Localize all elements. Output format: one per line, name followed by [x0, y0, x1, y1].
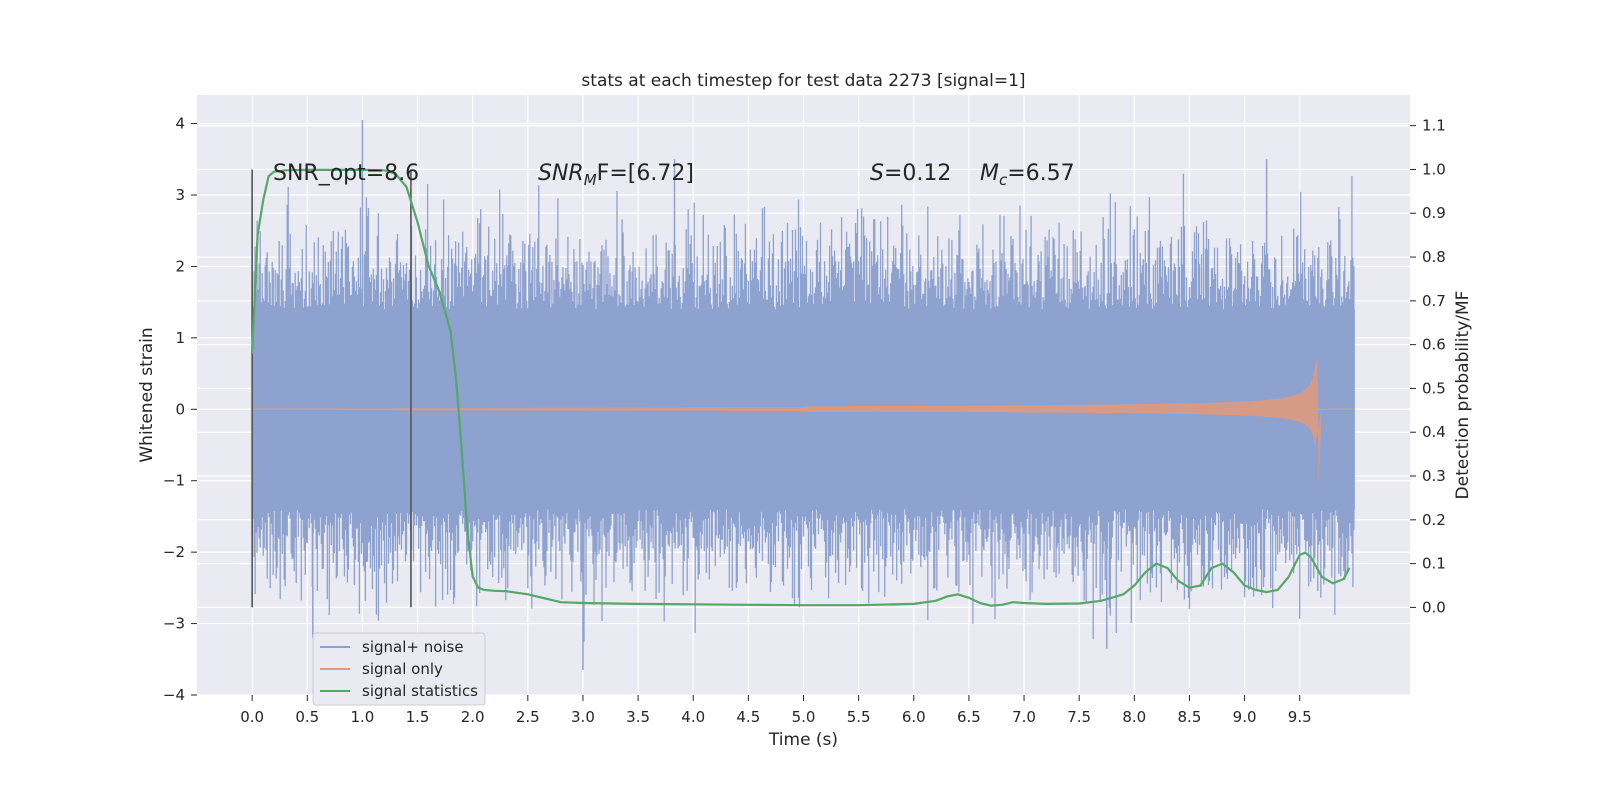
x-tick-label: 3.0	[571, 708, 595, 726]
y-right-tick-label: 0.3	[1422, 467, 1446, 485]
x-tick-label: 4.5	[736, 708, 760, 726]
legend-box	[312, 632, 486, 706]
x-tick-label: 0.0	[240, 708, 264, 726]
x-tick-label: 4.0	[681, 708, 705, 726]
x-tick-label: 6.0	[902, 708, 926, 726]
annotation-mc: Mc=6.57	[980, 161, 1075, 189]
y-right-tick-label: 0.7	[1422, 292, 1446, 310]
x-tick-label: 9.5	[1288, 708, 1312, 726]
x-tick-label: 5.5	[847, 708, 871, 726]
x-tick-label: 5.0	[792, 708, 816, 726]
x-tick-label: 8.5	[1178, 708, 1202, 726]
chart-title: stats at each timestep for test data 227…	[581, 71, 1025, 91]
x-tick-label: 0.5	[295, 708, 319, 726]
y-left-tick-label: 2	[175, 257, 185, 275]
x-tick-label: 2.5	[516, 708, 540, 726]
y-left-tick-label: −1	[163, 472, 185, 490]
s-label: S	[870, 161, 884, 186]
snr-mf-rest: F=[6.72]	[597, 161, 694, 186]
y-right-tick-label: 0.2	[1422, 511, 1446, 529]
vertical-markers	[251, 169, 412, 608]
mc-label: M	[980, 161, 999, 186]
series-signal-statistics	[251, 168, 1351, 607]
y-right-tick-label: 0.1	[1422, 555, 1446, 573]
y-left-tick-label: −3	[163, 615, 185, 633]
y-right-tick-label: 0.4	[1422, 423, 1446, 441]
series-signal-only	[252, 359, 1355, 485]
y-left-tick-label: 4	[175, 115, 185, 133]
x-tick-label: 9.0	[1233, 708, 1257, 726]
y-right-tick-label: 0.9	[1422, 204, 1446, 222]
annotation-s: S=0.12	[870, 161, 951, 186]
y-left-axis-ticks: 4 3 2 1 0 −1 −2 −3 −4	[163, 115, 197, 704]
x-tick-label: 7.0	[1012, 708, 1036, 726]
y-right-axis-label: Detection probability/MF	[1453, 291, 1473, 500]
y-right-tick-label: 0.5	[1422, 379, 1446, 397]
statistics-line	[251, 168, 1351, 607]
x-tick-label: 3.5	[626, 708, 650, 726]
mc-value: =6.57	[1007, 161, 1074, 186]
x-axis-label: Time (s)	[768, 730, 838, 750]
annotation-snr-mf: SNRMF=[6.72]	[538, 161, 694, 189]
y-left-tick-label: −4	[163, 686, 185, 704]
y-right-tick-label: 1.0	[1422, 160, 1446, 178]
legend-label-signal-statistics: signal statistics	[362, 682, 478, 700]
snr-mf-sub: M	[584, 171, 597, 189]
y-right-tick-label: 0.8	[1422, 248, 1446, 266]
y-left-tick-label: 3	[175, 186, 185, 204]
snr-mf-main: SNR	[538, 161, 584, 186]
y-left-tick-label: 0	[175, 400, 185, 418]
y-left-tick-label: −2	[163, 543, 185, 561]
x-tick-label: 6.5	[957, 708, 981, 726]
y-right-tick-label: 0.0	[1422, 598, 1446, 616]
y-right-tick-label: 0.6	[1422, 336, 1446, 354]
y-left-axis-label: Whitened strain	[137, 327, 157, 462]
x-tick-label: 1.0	[350, 708, 374, 726]
s-value: =0.12	[884, 161, 951, 186]
x-tick-label: 7.5	[1067, 708, 1091, 726]
annotation-snr-opt: SNR_opt=8.6	[273, 161, 419, 186]
x-tick-label: 2.0	[461, 708, 485, 726]
y-right-axis-ticks: 1.1 1.0 0.9 0.8 0.7 0.6 0.5 0.4 0.3 0.2 0.1 0.0	[1410, 117, 1446, 616]
x-tick-label: 8.0	[1122, 708, 1146, 726]
mc-sub: c	[999, 171, 1008, 189]
y-right-tick-label: 1.1	[1422, 117, 1446, 135]
legend: signal+ noise signal only signal statist…	[312, 632, 486, 706]
x-tick-label: 1.5	[406, 708, 430, 726]
x-axis-ticks: 0.0 0.5 1.0 1.5 2.0 2.5 3.0 3.5 4.0 4.5 5.0 5.5 6.0 6…	[240, 695, 1312, 726]
legend-label-signal-only: signal only	[362, 660, 443, 678]
legend-label-signal-noise: signal+ noise	[362, 638, 464, 656]
y-left-tick-label: 1	[175, 329, 185, 347]
